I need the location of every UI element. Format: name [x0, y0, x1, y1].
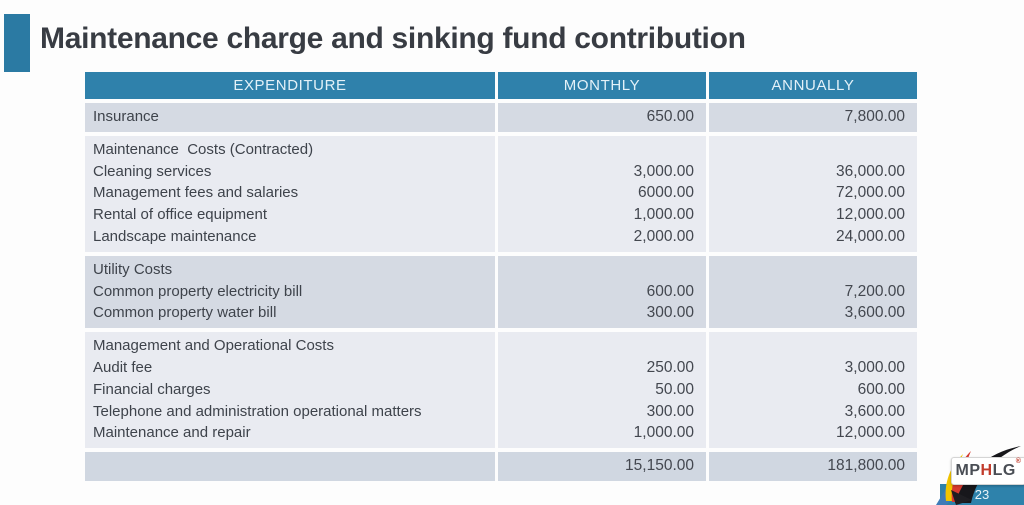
- table-line-monthly: 600.00: [646, 282, 694, 300]
- table-line-annually: 3,000.00: [844, 358, 905, 376]
- table-line-annually: 36,000.00: [836, 162, 905, 180]
- table-line-label: Telephone and administration operational…: [93, 402, 422, 420]
- table-line-label: Insurance: [93, 108, 159, 125]
- table-line-label: Cleaning services: [93, 162, 212, 180]
- table-line-label: Common property electricity bill: [93, 282, 303, 300]
- table-line-label: Financial charges: [93, 380, 211, 398]
- table-line-label: [85, 455, 495, 477]
- table-cell-monthly: 650.00: [498, 103, 706, 132]
- table-line-label: Utility Costs: [93, 260, 173, 278]
- table-line-monthly: 50.00: [655, 380, 694, 398]
- table-cell-annually: 7,200.00 3,600.00: [709, 255, 917, 329]
- table-line-monthly: 1,000.00: [633, 206, 694, 224]
- expenditure-table-container: EXPENDITURE MONTHLY ANNUALLY Insurance 65…: [82, 68, 920, 485]
- table-cell-monthly: 600.00 300.00: [498, 255, 706, 329]
- table-section-row: Utility Costs Common property electricity…: [85, 255, 917, 329]
- column-header-monthly: MONTHLY: [498, 72, 706, 99]
- table-line-annually: 3,600.00: [844, 402, 905, 420]
- table-line-annually: 7,800.00: [844, 108, 905, 125]
- table-line-label: Audit fee: [93, 358, 153, 376]
- table-line-label: Maintenance Costs (Contracted): [93, 140, 314, 158]
- table-cell-label: Insurance: [85, 103, 495, 132]
- table-line-monthly: 6000.00: [637, 184, 694, 202]
- table-line-monthly: 15,150.00: [625, 457, 694, 475]
- slide-title: Maintenance charge and sinking fund cont…: [40, 22, 746, 55]
- mphlg-logo-text: MPHLG®: [955, 458, 1022, 479]
- table-line-label: Management and Operational Costs: [93, 337, 334, 355]
- registered-mark: ®: [1015, 458, 1022, 465]
- table-cell-monthly: 250.00 50.00 300.00 1,000.00: [498, 332, 706, 449]
- column-header-annually: ANNUALLY: [709, 72, 917, 99]
- table-line-monthly: 650.00: [646, 108, 694, 125]
- slide-number: 23: [974, 487, 990, 502]
- table-section-row: Insurance 650.00 7,800.00: [85, 103, 917, 132]
- table-line-monthly: 300.00: [646, 402, 694, 420]
- table-cell-label: [85, 452, 495, 481]
- table-line-annually: 12,000.00: [836, 424, 905, 442]
- table-line-label: Rental of office equipment: [93, 206, 268, 224]
- table-line-annually: 24,000.00: [836, 227, 905, 245]
- table-cell-annually: 181,800.00: [709, 452, 917, 481]
- table-cell-label: Maintenance Costs (Contracted) Cleaning s…: [85, 135, 495, 252]
- table-cell-label: Utility Costs Common property electricity…: [85, 255, 495, 329]
- table-line-label: Common property water bill: [93, 304, 277, 322]
- table-line-annually: 7,200.00: [844, 282, 905, 300]
- table-section-row: Maintenance Costs (Contracted) Cleaning s…: [85, 135, 917, 252]
- table-cell-monthly: 3,000.00 6000.00 1,000.00 2,000.00: [498, 135, 706, 252]
- table-line-monthly: 3,000.00: [633, 162, 694, 180]
- table-total-row: 15,150.00 181,800.00: [85, 452, 917, 481]
- table-line-monthly: 300.00: [646, 304, 694, 322]
- table-line-label: Landscape maintenance: [93, 227, 257, 245]
- table-line-annually: [709, 335, 917, 357]
- table-line-annually: 3,600.00: [844, 304, 905, 322]
- table-line-monthly: [498, 335, 706, 357]
- table-line-annually: 72,000.00: [836, 184, 905, 202]
- table-line-monthly: [498, 259, 706, 281]
- table-line-monthly: 250.00: [646, 358, 694, 376]
- table-cell-monthly: 15,150.00: [498, 452, 706, 481]
- table-section-row: Management and Operational Costs Audit fe…: [85, 332, 917, 449]
- mphlg-logo: MPHLG®: [951, 457, 1024, 485]
- table-line-label: Management fees and salaries: [93, 184, 299, 202]
- table-header: EXPENDITURE MONTHLY ANNUALLY: [85, 72, 917, 99]
- table-cell-annually: 7,800.00: [709, 103, 917, 132]
- table-cell-label: Management and Operational Costs Audit fe…: [85, 332, 495, 449]
- table-line-annually: 600.00: [857, 380, 905, 398]
- title-accent-square: [4, 14, 30, 72]
- table-line-monthly: [498, 139, 706, 161]
- table-line-monthly: 2,000.00: [633, 227, 694, 245]
- table-line-annually: 12,000.00: [836, 206, 905, 224]
- table-line-annually: [709, 259, 917, 281]
- column-header-expenditure: EXPENDITURE: [85, 72, 495, 99]
- table-line-monthly: 1,000.00: [633, 424, 694, 442]
- table-cell-annually: 36,000.00 72,000.00 12,000.00 24,000.00: [709, 135, 917, 252]
- table-line-label: Maintenance and repair: [93, 424, 251, 442]
- table-line-annually: [709, 139, 917, 161]
- table-cell-annually: 3,000.00 600.00 3,600.00 12,000.00: [709, 332, 917, 449]
- expenditure-table: EXPENDITURE MONTHLY ANNUALLY Insurance 65…: [82, 68, 920, 485]
- table-body: Insurance 650.00 7,800.00 Maintenance Costs…: [85, 103, 917, 481]
- table-line-annually: 181,800.00: [827, 457, 905, 475]
